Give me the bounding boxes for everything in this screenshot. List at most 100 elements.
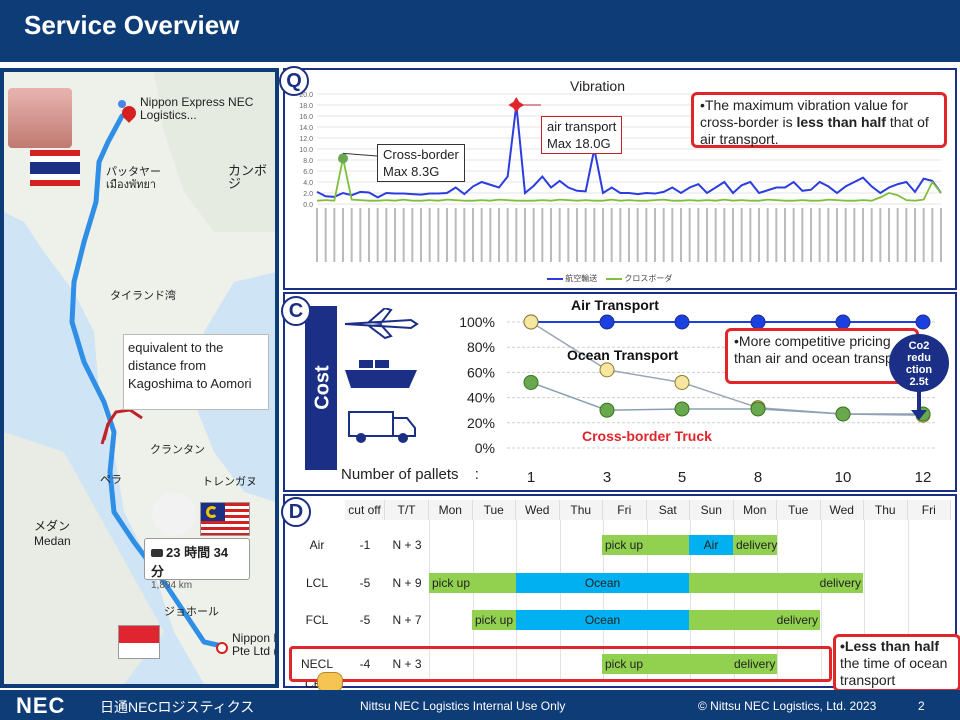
y-tick-label: 2.0 <box>303 191 313 198</box>
schedule-table: cut off T/T Mon Tue Wed Thu Fri Sat Sun Mon Tue W… <box>289 500 960 692</box>
x-tick-label-mark <box>541 208 544 262</box>
cutoff-header: cut off <box>345 500 385 520</box>
kelantan-label: クランタン <box>150 444 205 456</box>
ocean-transport-label: Ocean Transport <box>567 347 679 363</box>
x-tick-label-mark <box>558 208 561 262</box>
pallet-axis-title: Number of pallets : <box>341 466 479 483</box>
x-tick-label: 12 <box>915 469 932 486</box>
destination-name: Nippon E Pte Ltd ( <box>232 631 278 658</box>
x-tick-label-mark <box>593 208 596 262</box>
x-tick-label-mark <box>324 208 327 262</box>
x-tick-label-mark <box>810 208 812 262</box>
row-air-tt: N + 3 <box>392 538 422 552</box>
x-tick-label-mark <box>662 208 665 262</box>
air-max-label: air transport Max 18.0G <box>541 116 623 154</box>
x-tick-label-mark <box>610 208 613 262</box>
y-tick-label: 0% <box>475 440 495 456</box>
data-point <box>750 314 766 330</box>
y-tick-label: 60% <box>467 364 495 380</box>
cross-border-truck-label: Cross-border Truck <box>582 428 712 444</box>
day-header: Mon <box>429 500 473 520</box>
legend-cross-swatch <box>606 277 623 280</box>
gulf-label: タイランド湾 <box>110 290 176 302</box>
air-pickup-bar: pick up <box>602 535 689 555</box>
car-icon <box>151 549 163 557</box>
x-tick-label-mark <box>697 208 700 262</box>
x-tick-label-mark <box>654 208 656 262</box>
cbt-pickup-text: pick up <box>605 657 644 671</box>
y-tick-label: 4.0 <box>303 180 313 187</box>
pallet-colon: : <box>474 466 479 483</box>
co2-arrow-head <box>911 410 927 420</box>
data-point <box>674 401 690 417</box>
air-transit-bar: Air <box>689 535 733 555</box>
data-point <box>523 314 539 330</box>
x-tick-label-mark <box>818 208 821 262</box>
x-tick-label-mark <box>758 208 760 262</box>
legend-air-swatch <box>547 277 563 280</box>
route-distance: 1,894 km <box>151 580 193 591</box>
fcl-ocean-bar: Ocean <box>516 610 689 630</box>
origin-name: Nippon Express NEC Logistics... <box>140 95 254 122</box>
x-tick-label-mark <box>775 208 778 262</box>
header-bar: Service Overview <box>0 0 960 62</box>
x-tick-label-mark <box>914 208 916 262</box>
route-summary: 23 時間 34 分 1,894 km <box>144 538 250 591</box>
x-tick-label-mark <box>896 208 899 262</box>
x-tick-label-mark <box>420 208 422 262</box>
x-tick-label-mark <box>428 208 431 262</box>
vibration-chart-title: Vibration <box>570 78 626 94</box>
day-header: Tue <box>472 500 516 520</box>
x-tick-label-mark <box>740 208 743 262</box>
day-header: Mon <box>733 500 777 520</box>
data-point <box>835 314 851 330</box>
medan-label: Medan <box>34 534 71 548</box>
x-tick-label-mark <box>680 208 682 262</box>
nec-logo: NEC <box>16 693 66 718</box>
x-tick-label-mark <box>567 208 570 262</box>
cross-peak-leader <box>342 152 378 157</box>
day-gridline <box>820 520 822 680</box>
route-time: 23 時間 34 分 <box>151 545 229 579</box>
x-tick-label-mark <box>645 208 648 262</box>
day-header: Fri <box>603 500 647 520</box>
day-header: Wed <box>516 500 560 520</box>
row-fcl-cutoff: -5 <box>359 613 371 627</box>
legend-cross: クロスボーダ <box>624 274 673 283</box>
cbt-pickup-delivery-bar: pick up delivery <box>602 654 777 674</box>
airplane-icon <box>344 308 419 340</box>
x-tick-label-mark <box>922 208 925 262</box>
day-gridline <box>907 520 909 680</box>
malaysia-flag <box>200 502 250 536</box>
x-tick-label-mark <box>714 208 717 262</box>
x-tick-label-mark <box>844 208 847 262</box>
data-point <box>599 402 615 418</box>
x-tick-label-mark <box>706 208 708 262</box>
singapore-flag <box>118 625 160 659</box>
day-header: Tue <box>777 500 821 520</box>
page-number: 2 <box>918 699 925 713</box>
cambodia-label: カンボジ <box>228 163 268 191</box>
data-point <box>674 314 690 330</box>
x-tick-label-mark <box>359 208 362 262</box>
cost-chart: 0% 20% 40% 60% 80% 100% 1 3 5 8 10 12 <box>459 314 935 486</box>
page-title: Service Overview <box>24 10 240 40</box>
terengganu-label: トレンガヌ <box>202 476 257 488</box>
x-tick-label-mark <box>888 208 890 262</box>
schedule-callout: •Less than half the time of ocean transp… <box>833 634 960 692</box>
x-tick-label-mark <box>749 208 752 262</box>
x-tick-label-mark <box>532 208 535 262</box>
company-name-jp: 日通NECロジスティクス <box>100 699 255 715</box>
lcl-ocean-bar: Ocean <box>516 573 689 593</box>
medan-jp-label: メダン <box>34 519 71 533</box>
route-line <box>69 113 225 649</box>
callout-text-end: that of air transport. <box>700 114 929 147</box>
x-tick-label: 3 <box>603 469 611 486</box>
x-tick-label: 8 <box>754 469 762 486</box>
day-gridline <box>777 520 778 680</box>
row-fcl-mode: FCL <box>305 613 329 627</box>
data-point <box>674 374 690 390</box>
x-tick-label-mark <box>870 208 873 262</box>
temple-statue-image <box>8 88 72 148</box>
x-tick-label: 10 <box>835 469 852 486</box>
